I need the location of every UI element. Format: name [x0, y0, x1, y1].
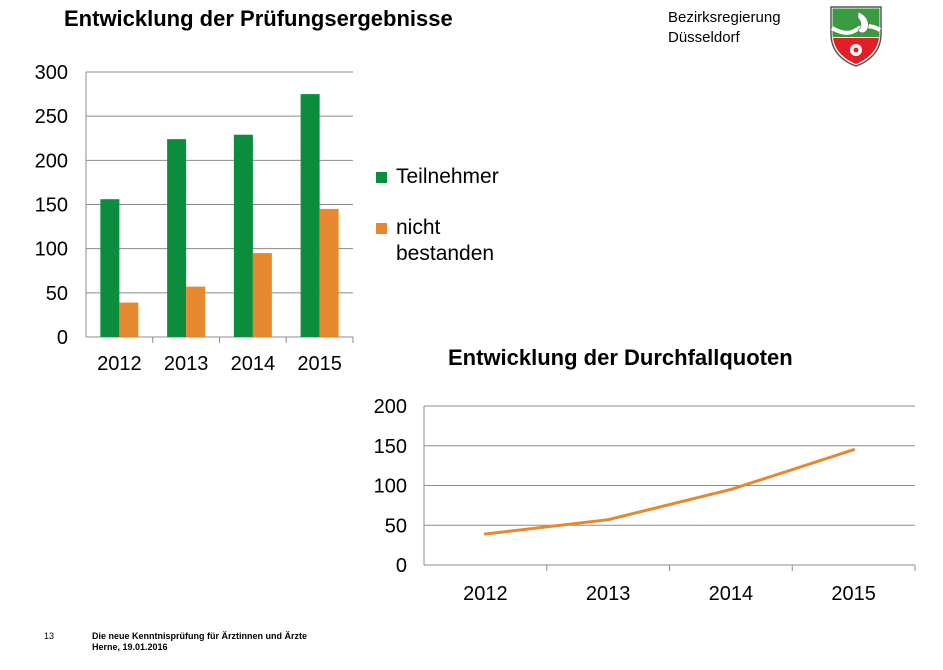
x-tick-label: 2012 — [97, 353, 142, 375]
bar-teilnehmer-2013 — [167, 139, 187, 337]
legend-swatch-orange — [376, 223, 387, 234]
footer-line-1: Die neue Kenntnisprüfung für Ärztinnen u… — [92, 631, 307, 641]
series-line — [485, 448, 855, 536]
authority-line-2: Düsseldorf — [668, 29, 740, 46]
bar-chart-legend: Teilnehmer nicht bestanden — [376, 164, 526, 267]
line-point-2014 — [729, 487, 733, 491]
line-point-2012 — [483, 532, 487, 536]
x-tick-label: 2012 — [463, 583, 508, 605]
y-tick-label: 300 — [35, 62, 68, 84]
bar-teilnehmer-2012 — [100, 199, 120, 337]
y-tick-label: 50 — [385, 515, 407, 537]
x-tick-label: 2014 — [231, 353, 276, 375]
y-tick-label: 200 — [374, 396, 407, 418]
x-tick-label: 2015 — [297, 353, 342, 375]
legend-item-nicht-bestanden: nicht bestanden — [376, 215, 526, 267]
y-tick-label: 100 — [374, 476, 407, 498]
y-tick-label: 50 — [46, 283, 68, 305]
legend-label-teilnehmer: Teilnehmer — [396, 165, 499, 188]
bar-nicht-bestanden-2015 — [319, 208, 339, 337]
y-tick-label: 0 — [57, 327, 68, 349]
legend-item-teilnehmer: Teilnehmer — [376, 164, 526, 190]
x-tick-label: 2014 — [709, 583, 754, 605]
x-tick-label: 2013 — [164, 353, 209, 375]
bar-nicht-bestanden-2014 — [252, 253, 272, 337]
bar-nicht-bestanden-2012 — [119, 302, 139, 337]
footer-line-2: Herne, 19.01.2016 — [92, 642, 168, 652]
y-tick-label: 100 — [35, 239, 68, 261]
x-tick-label: 2013 — [586, 583, 631, 605]
authority-line-1: Bezirksregierung — [668, 9, 781, 26]
y-tick-label: 0 — [396, 555, 407, 577]
legend-swatch-green — [376, 172, 387, 183]
y-tick-label: 250 — [35, 106, 68, 128]
page-title: Entwicklung der Prüfungsergebnisse — [64, 6, 453, 31]
coat-of-arms-logo — [830, 6, 882, 67]
x-tick-label: 2015 — [831, 583, 876, 605]
page-number: 13 — [44, 631, 55, 641]
y-tick-label: 200 — [35, 150, 68, 172]
legend-label-nicht-bestanden: nicht bestanden — [396, 216, 495, 265]
line-chart-title: Entwicklung der Durchfallquoten — [448, 345, 793, 370]
line-point-2013 — [606, 518, 610, 522]
bar-teilnehmer-2015 — [300, 94, 320, 337]
bar-nicht-bestanden-2013 — [186, 286, 206, 337]
line-point-2015 — [852, 448, 856, 452]
y-tick-label: 150 — [374, 436, 407, 458]
bar-teilnehmer-2014 — [233, 134, 253, 337]
y-tick-label: 150 — [35, 195, 68, 217]
authority-name: Bezirksregierung Düsseldorf — [668, 8, 781, 48]
